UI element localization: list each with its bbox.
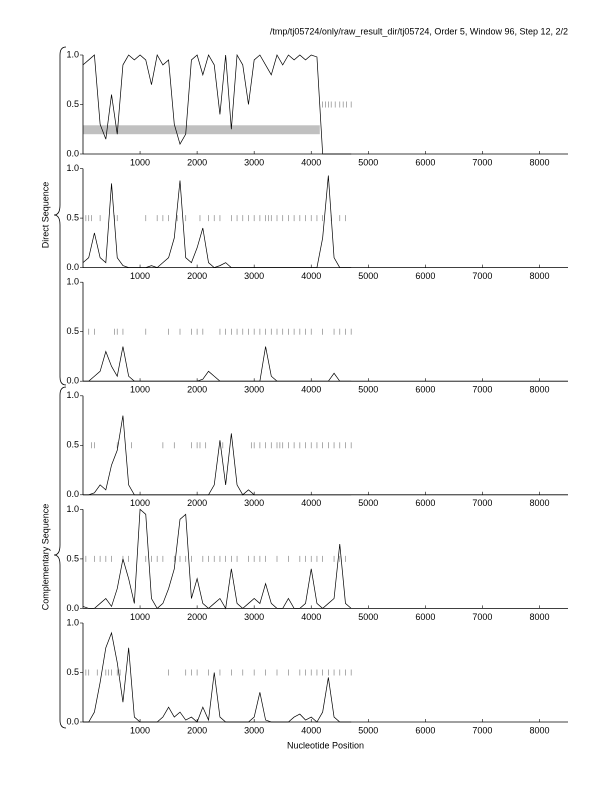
x-tick-label: 1000: [130, 157, 150, 167]
x-tick-label: 3000: [244, 385, 264, 395]
x-tick-label: 5000: [358, 271, 378, 281]
y-tick-label: 0.5: [66, 326, 79, 336]
x-tick-label: 4000: [301, 385, 321, 395]
x-tick-label: 2000: [187, 385, 207, 395]
line: [82, 508, 352, 610]
x-tick-label: 6000: [415, 271, 435, 281]
y-tick-label: 0.0: [66, 148, 79, 158]
header: /tmp/tj05724/only/raw_result_dir/tj05724…: [270, 26, 568, 36]
x-tick-label: 4000: [301, 612, 321, 622]
line: [82, 53, 352, 155]
x-tick-label: 5000: [358, 612, 378, 622]
line: [83, 631, 352, 723]
line: [83, 346, 352, 382]
y-tick-label: 1.0: [66, 504, 79, 514]
y-tick-label: 1.0: [66, 390, 79, 400]
x-tick-label: 8000: [529, 271, 549, 281]
brace: [53, 46, 67, 386]
x-tick-label: 6000: [415, 498, 435, 508]
y-tick-label: 0.0: [66, 716, 79, 726]
line: [83, 415, 352, 496]
y-tick-label: 1.0: [66, 277, 79, 287]
group-label: Complementary Sequence: [40, 504, 50, 611]
line: [82, 175, 352, 268]
y-tick-label: 1.0: [66, 617, 79, 627]
highlight-band: [83, 125, 320, 135]
y-tick-label: 0.5: [66, 99, 79, 109]
x-tick-label: 1000: [130, 385, 150, 395]
y-tick-label: 1.0: [66, 163, 79, 173]
x-tick-label: 2000: [187, 612, 207, 622]
x-tick-label: 8000: [529, 157, 549, 167]
brace: [53, 386, 67, 729]
x-tick-label: 1000: [130, 271, 150, 281]
x-tick-label: 3000: [244, 725, 264, 735]
x-tick-label: 8000: [529, 725, 549, 735]
x-tick-label: 7000: [472, 385, 492, 395]
y-tick-label: 0.0: [66, 376, 79, 386]
x-tick-label: 5000: [358, 385, 378, 395]
x-tick-label: 2000: [187, 498, 207, 508]
x-tick-label: 2000: [187, 271, 207, 281]
x-tick-label: 5000: [358, 725, 378, 735]
x-tick-label: 1000: [130, 612, 150, 622]
x-tick-label: 7000: [472, 498, 492, 508]
x-tick-label: 4000: [301, 271, 321, 281]
x-tick-label: 3000: [244, 612, 264, 622]
y-tick-label: 0.5: [66, 440, 79, 450]
x-tick-label: 4000: [301, 498, 321, 508]
x-tick-label: 1000: [130, 498, 150, 508]
x-tick-label: 5000: [358, 157, 378, 167]
y-tick-label: 0.0: [66, 489, 79, 499]
x-tick-label: 4000: [301, 725, 321, 735]
x-axis-label: Nucleotide Position: [287, 740, 364, 750]
x-tick-label: 7000: [472, 612, 492, 622]
x-tick-label: 2000: [187, 725, 207, 735]
x-tick-label: 6000: [415, 725, 435, 735]
x-tick-label: 8000: [529, 498, 549, 508]
x-tick-label: 1000: [130, 725, 150, 735]
x-tick-label: 3000: [244, 271, 264, 281]
y-tick-label: 1.0: [66, 49, 79, 59]
group-label: Direct Sequence: [40, 182, 50, 249]
x-tick-label: 5000: [358, 498, 378, 508]
x-tick-label: 4000: [301, 157, 321, 167]
y-tick-label: 0.5: [66, 212, 79, 222]
x-tick-label: 3000: [244, 498, 264, 508]
y-tick-label: 0.0: [66, 262, 79, 272]
x-tick-label: 7000: [472, 725, 492, 735]
x-tick-label: 7000: [472, 271, 492, 281]
x-tick-label: 7000: [472, 157, 492, 167]
y-tick-label: 0.0: [66, 603, 79, 613]
x-tick-label: 6000: [415, 385, 435, 395]
x-tick-label: 6000: [415, 157, 435, 167]
x-tick-label: 6000: [415, 612, 435, 622]
y-tick-label: 0.5: [66, 553, 79, 563]
y-tick-label: 0.5: [66, 667, 79, 677]
x-tick-label: 2000: [187, 157, 207, 167]
x-tick-label: 3000: [244, 157, 264, 167]
x-tick-label: 8000: [529, 385, 549, 395]
x-tick-label: 8000: [529, 612, 549, 622]
